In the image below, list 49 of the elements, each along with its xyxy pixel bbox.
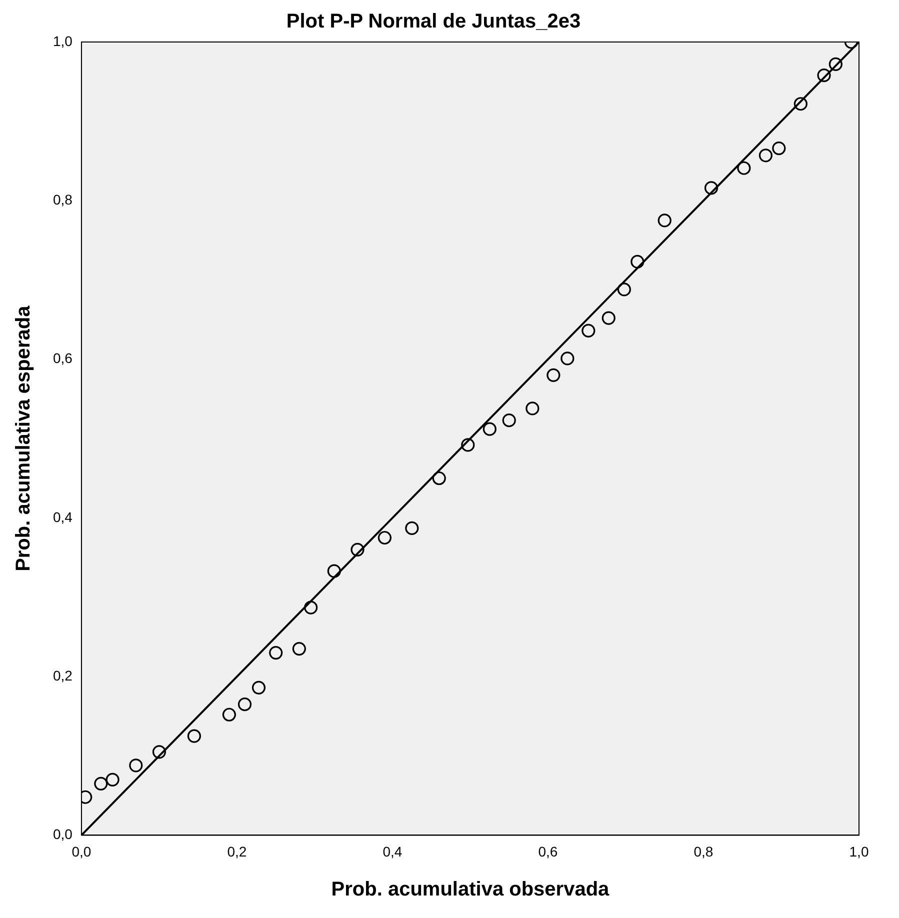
y-axis-title: Prob. acumulativa esperada — [12, 304, 35, 572]
point — [658, 214, 672, 228]
point — [794, 97, 808, 111]
x-tick-label: 0,4 — [382, 843, 402, 860]
point — [526, 402, 540, 416]
x-tick-label: 0,6 — [538, 843, 558, 860]
point — [502, 414, 516, 428]
y-tick-label: 0,0 — [52, 826, 73, 842]
point — [582, 324, 596, 338]
point — [560, 352, 574, 366]
point — [94, 776, 108, 790]
x-tick-label: 0,8 — [694, 843, 714, 860]
point — [350, 542, 364, 556]
point — [758, 148, 772, 162]
point — [378, 530, 392, 545]
y-tick-label: 0,2 — [52, 667, 73, 684]
y-tick-label: 0,6 — [52, 350, 73, 366]
point — [704, 181, 718, 195]
point — [737, 161, 751, 175]
point — [432, 471, 446, 486]
point — [238, 698, 252, 712]
point — [405, 521, 419, 536]
point — [482, 422, 496, 436]
x-tick-label: 0,0 — [72, 843, 92, 860]
chart-title: Plot P-P Normal de Juntas_2e3 — [286, 10, 581, 33]
point — [252, 680, 266, 694]
x-tick-label: 1,0 — [849, 843, 869, 860]
point — [546, 368, 560, 382]
point — [304, 600, 318, 614]
y-tick-label: 0,4 — [52, 508, 73, 525]
point — [292, 642, 306, 656]
point — [152, 745, 166, 759]
point — [129, 758, 143, 772]
point — [630, 254, 644, 269]
point — [772, 141, 786, 156]
point — [106, 772, 120, 786]
point — [828, 57, 842, 72]
y-tick-label: 1,0 — [52, 32, 73, 49]
x-axis-title: Prob. acumulativa observada — [331, 878, 610, 901]
y-tick-label: 0,8 — [52, 192, 73, 208]
point — [461, 438, 475, 452]
point — [269, 646, 283, 660]
point — [222, 708, 236, 722]
point — [187, 729, 202, 743]
x-tick-label: 0,2 — [227, 843, 247, 860]
point — [327, 564, 341, 578]
point — [817, 68, 831, 82]
point — [617, 282, 631, 296]
point — [602, 311, 616, 325]
